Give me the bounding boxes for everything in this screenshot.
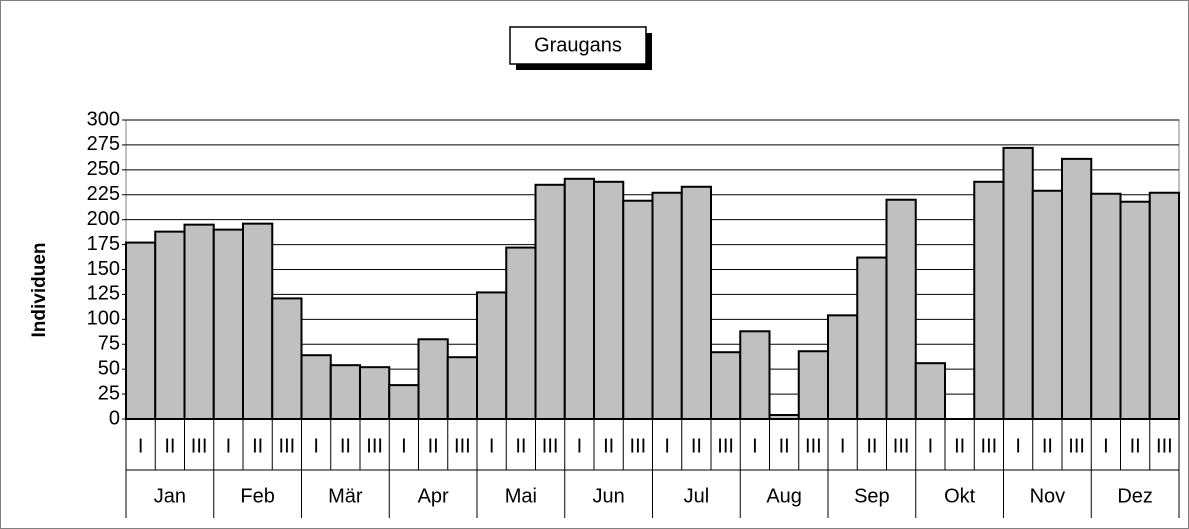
bar <box>651 191 683 420</box>
group-label: Dez <box>1117 485 1153 507</box>
y-tick-label: 0 <box>109 407 120 429</box>
x-tick-label: I <box>1015 435 1021 457</box>
group-label: Jul <box>684 485 710 507</box>
x-tick-label: I <box>226 435 232 457</box>
y-tick-label: 200 <box>87 208 120 230</box>
group-label: Jan <box>154 485 186 507</box>
bar <box>417 338 449 420</box>
group-label: Feb <box>240 485 274 507</box>
group-label: Aug <box>766 485 802 507</box>
y-tick-label: 250 <box>87 158 120 180</box>
x-tick-label: I <box>752 435 758 457</box>
bar <box>739 330 771 420</box>
bar <box>1090 192 1122 420</box>
y-tick-label: 175 <box>87 233 120 255</box>
bar <box>300 354 332 421</box>
x-tick-label: II <box>1042 435 1053 457</box>
y-tick-label: 150 <box>87 258 120 280</box>
title-box <box>509 26 647 65</box>
y-tick-label: 125 <box>87 283 120 305</box>
bar <box>710 351 742 420</box>
group-label: Mär <box>328 485 363 507</box>
x-tick-label: II <box>164 435 175 457</box>
bar <box>183 223 215 420</box>
x-tick-label: II <box>866 435 877 457</box>
bar <box>476 291 508 421</box>
x-tick-label: III <box>1156 435 1173 457</box>
bar <box>856 256 888 421</box>
x-tick-label: III <box>717 435 734 457</box>
x-tick-label: III <box>454 435 471 457</box>
bar <box>1119 200 1151 420</box>
bar <box>1061 157 1093 420</box>
bar <box>154 230 186 420</box>
bar <box>1031 189 1063 420</box>
group-label: Apr <box>418 485 449 507</box>
bar <box>329 364 361 420</box>
x-tick-label: II <box>428 435 439 457</box>
x-tick-label: II <box>1130 435 1141 457</box>
bar <box>827 314 859 421</box>
x-tick-label: I <box>664 435 670 457</box>
bar <box>212 228 244 420</box>
bar <box>914 362 946 421</box>
y-tick-label: 300 <box>87 108 120 130</box>
group-label: Mai <box>505 485 537 507</box>
x-tick-label: II <box>691 435 702 457</box>
bar <box>563 177 595 420</box>
bar <box>359 366 391 421</box>
x-tick-label: III <box>366 435 383 457</box>
y-tick-label: 75 <box>98 333 120 355</box>
x-tick-label: III <box>893 435 910 457</box>
x-tick-label: III <box>1068 435 1085 457</box>
x-tick-label: III <box>279 435 296 457</box>
y-axis-label: Individuen <box>29 243 50 338</box>
x-tick-label: II <box>954 435 965 457</box>
bar <box>242 222 274 420</box>
x-tick-label: II <box>779 435 790 457</box>
group-label: Nov <box>1030 485 1066 507</box>
x-tick-label: III <box>542 435 559 457</box>
x-tick-label: I <box>928 435 934 457</box>
bar <box>271 297 303 420</box>
group-label: Okt <box>944 485 976 507</box>
x-tick-label: I <box>313 435 319 457</box>
x-tick-label: II <box>252 435 263 457</box>
bar <box>885 198 917 420</box>
x-tick-label: I <box>577 435 583 457</box>
x-tick-label: I <box>138 435 144 457</box>
bar <box>446 356 478 420</box>
y-tick-label: 50 <box>98 357 120 379</box>
bar <box>1148 191 1180 420</box>
x-tick-label: I <box>401 435 407 457</box>
x-tick-label: III <box>805 435 822 457</box>
x-tick-label: I <box>840 435 846 457</box>
bar <box>593 180 625 420</box>
bar <box>622 199 654 420</box>
group-label: Jun <box>593 485 625 507</box>
bar <box>1002 146 1034 420</box>
x-tick-label: I <box>489 435 495 457</box>
bar <box>797 350 829 420</box>
x-tick-label: I <box>1103 435 1109 457</box>
x-tick-label: III <box>630 435 647 457</box>
y-tick-label: 275 <box>87 133 120 155</box>
bar <box>388 384 420 421</box>
y-tick-label: 100 <box>87 308 120 330</box>
bar <box>534 183 566 420</box>
chart-title: Graugans <box>534 34 622 56</box>
group-label: Sep <box>854 485 890 507</box>
y-tick-label: 225 <box>87 183 120 205</box>
y-tick-label: 25 <box>98 382 120 404</box>
x-tick-label: II <box>603 435 614 457</box>
x-tick-label: II <box>515 435 526 457</box>
x-tick-label: III <box>981 435 998 457</box>
bar <box>125 241 157 420</box>
bar <box>505 246 537 420</box>
bar <box>973 180 1005 420</box>
x-tick-label: III <box>191 435 208 457</box>
x-tick-label: II <box>340 435 351 457</box>
bar <box>680 185 712 420</box>
